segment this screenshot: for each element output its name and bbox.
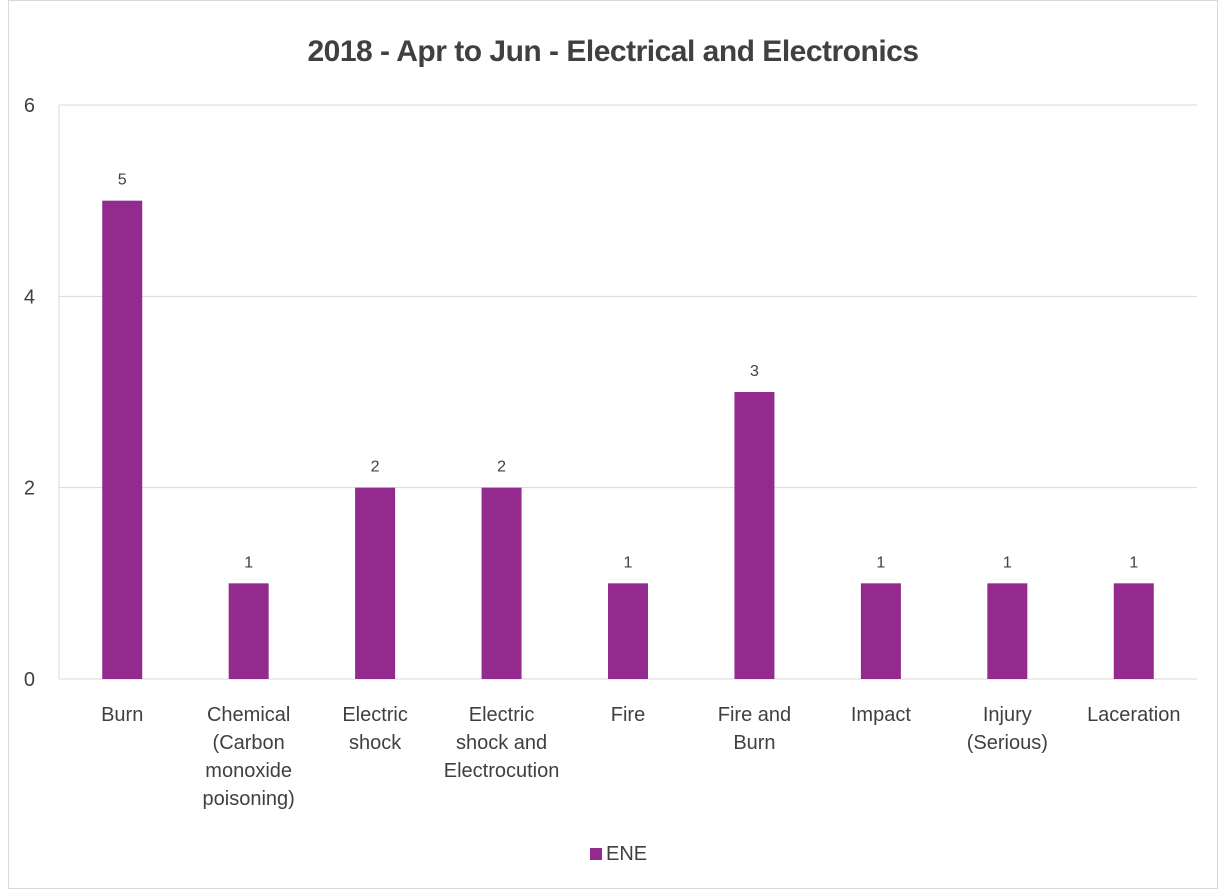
x-tick-label-line: Electric — [342, 704, 408, 726]
x-tick-label-line: Injury — [983, 704, 1032, 726]
data-label: 1 — [1129, 554, 1138, 571]
bar — [987, 583, 1028, 679]
y-tick-label: 0 — [24, 669, 35, 691]
y-tick-label: 2 — [24, 478, 35, 500]
x-tick-label: Fire and Burn — [718, 704, 791, 754]
x-tick-label-line: Chemical — [207, 704, 290, 726]
data-label: 5 — [118, 172, 127, 189]
data-label: 2 — [497, 459, 506, 476]
data-label: 1 — [876, 554, 885, 571]
x-tick-label-line: Impact — [851, 704, 911, 726]
x-tick-label: Fire — [611, 704, 645, 726]
x-tick-label: Electric shock and Electrocution — [444, 704, 560, 782]
chart-frame: 2018 - Apr to Jun - Electrical and Elect… — [8, 0, 1218, 889]
bar — [734, 392, 775, 679]
bar — [481, 487, 522, 679]
bar — [608, 583, 648, 679]
data-label: 1 — [624, 554, 633, 571]
x-tick-label-line: Fire — [611, 704, 645, 726]
x-tick-label: Electric shock — [342, 704, 408, 754]
x-tick-label-line: (Carbon — [213, 732, 285, 754]
data-label: 3 — [750, 363, 759, 380]
x-tick-label-line: shock and — [456, 732, 547, 754]
data-label: 1 — [1003, 554, 1012, 571]
bars — [102, 200, 1154, 679]
legend-label: ENE — [606, 843, 647, 865]
chart-title: 2018 - Apr to Jun - Electrical and Elect… — [307, 35, 919, 68]
y-tick-label: 4 — [24, 286, 35, 308]
x-tick-label: Chemical (Carbon monoxide poisoning) — [203, 704, 295, 810]
y-axis: 0 2 4 6 — [24, 95, 60, 691]
data-labels: 5 1 2 2 1 3 1 1 1 — [118, 172, 1139, 572]
x-tick-label-line: (Serious) — [967, 732, 1048, 754]
bar — [228, 583, 269, 679]
y-tick-label: 6 — [24, 95, 35, 117]
x-axis: Burn Chemical (Carbon monoxide poisoning) Ele… — [101, 704, 1180, 810]
x-tick-label-line: Electric — [469, 704, 535, 726]
data-label: 2 — [371, 459, 380, 476]
bar — [1113, 583, 1154, 679]
x-tick-label-line: Laceration — [1087, 704, 1180, 726]
data-label: 1 — [244, 554, 253, 571]
x-tick-label-line: Burn — [101, 704, 143, 726]
bar-chart: 0 2 4 6 5 1 2 2 1 3 1 1 1 Burn Chemical (Carbon monoxi… — [24, 95, 1197, 865]
legend: ENE — [590, 843, 647, 865]
x-tick-label-line: Burn — [733, 732, 775, 754]
bar — [860, 583, 901, 679]
x-tick-label-line: poisoning) — [203, 788, 295, 810]
x-tick-label-line: Electrocution — [444, 760, 560, 782]
x-tick-label-line: Fire and — [718, 704, 791, 726]
x-tick-label: Impact — [851, 704, 911, 726]
bar — [355, 487, 396, 679]
legend-swatch — [590, 848, 602, 860]
x-tick-label-line: monoxide — [205, 760, 292, 782]
x-tick-label-line: shock — [349, 732, 402, 754]
bar — [102, 200, 143, 679]
x-tick-label: Laceration — [1087, 704, 1180, 726]
x-tick-label: Burn — [101, 704, 143, 726]
x-tick-label: Injury (Serious) — [967, 704, 1048, 754]
